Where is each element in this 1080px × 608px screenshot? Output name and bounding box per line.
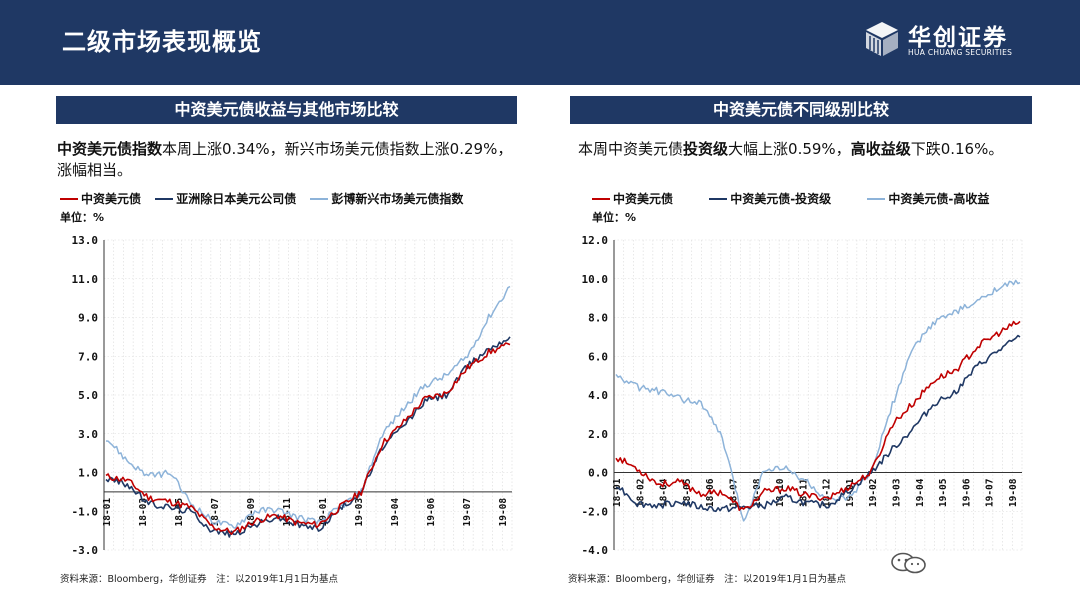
legend-label: 中资美元债-投资级 <box>730 192 832 206</box>
legend-label: 中资美元债-高收益 <box>888 192 990 206</box>
x-tick-label: 19-08 <box>498 498 509 527</box>
legend-label: 彭博新兴市场美元债指数 <box>331 192 464 206</box>
y-tick-label: 9.0 <box>78 312 98 325</box>
x-tick-label: 19-05 <box>938 478 949 507</box>
left-description: 中资美元债指数本周上涨0.34%，新兴市场美元债指数上涨0.29%，涨幅相当。 <box>57 139 517 181</box>
series-line-1 <box>615 320 1021 512</box>
x-tick-label: 19-04 <box>915 478 926 507</box>
y-tick-label: 0.0 <box>588 467 608 480</box>
x-tick-label: 19-07 <box>985 479 996 508</box>
legend-swatch-red <box>60 197 78 200</box>
legend-label: 中资美元债 <box>613 192 674 206</box>
series-line-2 <box>615 334 1021 513</box>
left-desc-text: 本周上涨0.34%，新兴市场美元债指数上涨0.29%，涨幅相当。 <box>57 140 513 179</box>
legend-label: 中资美元债 <box>81 192 142 206</box>
y-tick-label: 11.0 <box>72 273 99 286</box>
legend-label: 亚洲除日本美元公司债 <box>176 192 297 206</box>
wechat-icon <box>891 552 926 574</box>
right-desc-text-2: 大幅上涨0.59%， <box>728 140 851 158</box>
x-tick-label: 18-01 <box>612 478 623 507</box>
x-tick-label: 19-03 <box>354 498 365 527</box>
y-tick-label: 5.0 <box>78 389 98 402</box>
legend-swatch-light <box>310 197 329 200</box>
header-bar <box>0 0 1080 85</box>
y-tick-label: -3.0 <box>72 544 99 557</box>
watermark <box>890 545 1060 579</box>
right-desc-text-3: 下跌0.16%。 <box>910 140 1004 158</box>
x-tick-label: 19-07 <box>462 498 473 527</box>
y-tick-label: 12.0 <box>582 234 609 247</box>
x-tick-label: 18-02 <box>635 479 646 508</box>
legend-swatch-red <box>592 197 610 200</box>
series-line-3 <box>615 279 1021 522</box>
legend-swatch-navy <box>709 197 728 200</box>
x-tick-label: 18-07 <box>210 498 221 527</box>
series-line-3 <box>105 285 511 529</box>
right-section-title: 中资美元债不同级别比较 <box>570 96 1032 124</box>
y-tick-label: -1.0 <box>72 505 99 518</box>
y-tick-label: -2.0 <box>582 505 609 518</box>
legend-item-series-3: 中资美元债-高收益 <box>867 190 989 207</box>
x-tick-label: 18-08 <box>752 478 763 507</box>
right-description: 本周中资美元债投资级大幅上涨0.59%，高收益级下跌0.16%。 <box>578 139 1048 160</box>
right-line-chart: 12.0 10.0 8.0 6.0 4.0 2.0 0.0 -2.0 -4.0 18-01 18-0… <box>582 234 1023 557</box>
brand-name-cn: 华创证券 <box>908 25 1008 51</box>
y-tick-label: 10.0 <box>582 273 609 286</box>
legend-swatch-light <box>867 197 886 200</box>
left-source-note: 资料来源：Bloomberg，华创证券 注：以2019年1月1日为基点 <box>60 574 338 585</box>
x-tick-label: 18-04 <box>659 478 670 507</box>
x-tick-label: 18-03 <box>138 498 149 527</box>
x-tick-label: 18-01 <box>102 498 113 527</box>
legend-swatch-navy <box>155 197 174 200</box>
y-tick-label: 7.0 <box>78 350 98 363</box>
x-tick-label: 18-12 <box>822 479 833 508</box>
right-desc-text-1: 本周中资美元债 <box>578 140 684 158</box>
x-tick-label: 19-08 <box>1008 478 1019 507</box>
y-tick-label: 1.0 <box>78 467 98 480</box>
legend-item-series-1: 中资美元债 <box>60 190 141 207</box>
x-tick-label: 19-01 <box>318 498 329 527</box>
x-tick-label: 18-05 <box>174 498 185 527</box>
y-tick-label: 13.0 <box>72 234 99 247</box>
x-tick-label: 19-04 <box>390 498 401 527</box>
right-legend: 中资美元债 中资美元债-投资级 中资美元债-高收益 <box>592 190 999 207</box>
x-tick-label: 19-06 <box>961 478 972 507</box>
right-unit-label: 单位：% <box>592 211 637 224</box>
x-tick-label: 18-07 <box>728 479 739 508</box>
legend-item-series-2: 亚洲除日本美元公司债 <box>155 190 296 207</box>
page-title: 二级市场表现概览 <box>62 28 262 56</box>
y-tick-label: 4.0 <box>588 389 608 402</box>
series-line-1 <box>105 342 511 535</box>
y-tick-label: 6.0 <box>588 350 608 363</box>
brand-logo: 华创证券 HUA CHUANG SECURITIES <box>862 18 1022 66</box>
x-tick-label: 18-05 <box>682 478 693 507</box>
left-unit-label: 单位：% <box>60 211 105 224</box>
left-desc-bold: 中资美元债指数 <box>57 140 163 158</box>
left-section-title: 中资美元债收益与其他市场比较 <box>56 96 517 124</box>
right-desc-bold-1: 投资级 <box>683 140 729 158</box>
x-tick-label: 18-10 <box>775 478 786 507</box>
right-desc-bold-2: 高收益级 <box>850 140 911 158</box>
right-source-note: 资料来源：Bloomberg，华创证券 注：以2019年1月1日为基点 <box>568 574 846 585</box>
legend-item-series-2: 中资美元债-投资级 <box>709 190 831 207</box>
y-tick-label: -4.0 <box>582 544 609 557</box>
y-tick-label: 3.0 <box>78 428 98 441</box>
left-line-chart: 13.0 11.0 9.0 7.0 5.0 3.0 1.0 -1.0 -3.0 18-01 18-0… <box>72 234 513 557</box>
brand-mark-icon <box>866 22 898 56</box>
y-tick-label: 8.0 <box>588 312 608 325</box>
x-tick-label: 19-03 <box>892 478 903 507</box>
brand-name-en: HUA CHUANG SECURITIES <box>908 48 1013 57</box>
legend-item-series-1: 中资美元债 <box>592 190 673 207</box>
x-tick-label: 18-09 <box>246 498 257 527</box>
y-tick-label: 2.0 <box>588 428 608 441</box>
legend-item-series-3: 彭博新兴市场美元债指数 <box>310 190 463 207</box>
x-tick-label: 19-02 <box>868 479 879 508</box>
left-legend: 中资美元债 亚洲除日本美元公司债 彭博新兴市场美元债指数 <box>60 190 473 207</box>
x-tick-label: 19-06 <box>426 498 437 527</box>
